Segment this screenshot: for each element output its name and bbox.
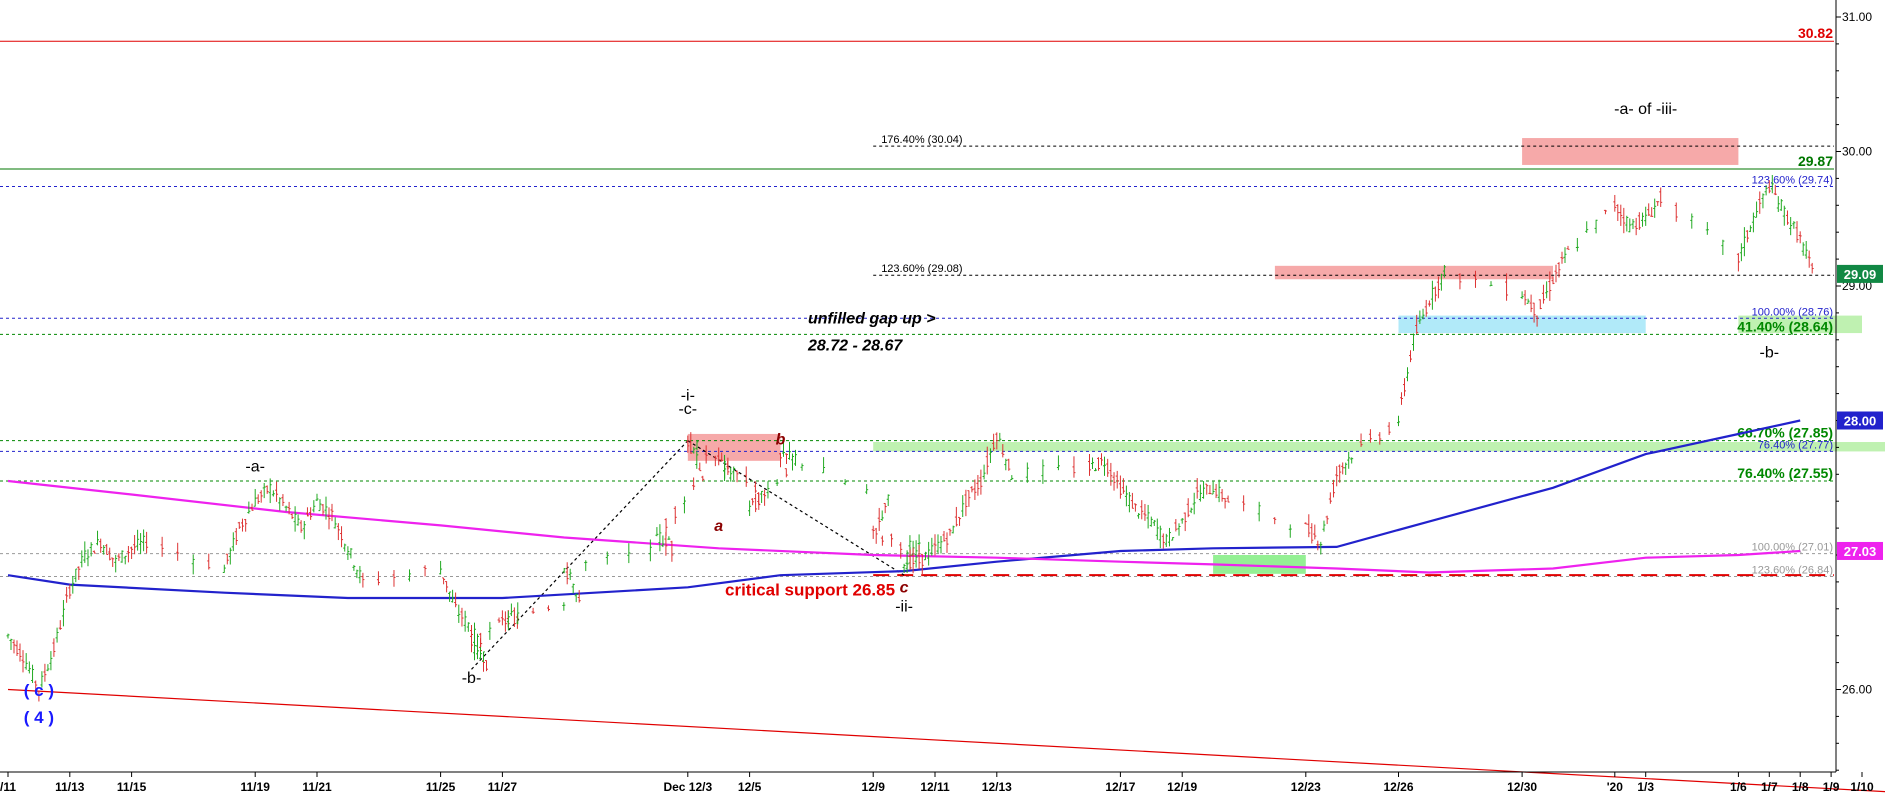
y-tick-label-0: 31.00 — [1842, 10, 1872, 24]
level-label-6: 41.40% (28.64) — [1737, 318, 1833, 334]
moving-average-line-1 — [7, 479, 1801, 574]
annotation-5: -c- — [678, 401, 697, 418]
trendline-0 — [7, 688, 1885, 793]
price-badge-label-2: 27.03 — [1844, 544, 1877, 559]
x-tick-label-6: 11/27 — [488, 780, 518, 794]
highlight-zones — [687, 138, 1885, 574]
annotation-0: -a- of -iii- — [1614, 101, 1677, 118]
price-badge-label-0: 29.09 — [1844, 267, 1877, 282]
level-label-0: 30.82 — [1798, 25, 1833, 41]
annotation-12: -b- — [462, 670, 482, 687]
x-tick-label-7: Dec 12/3 — [663, 780, 712, 794]
annotation-6: b — [776, 432, 786, 449]
horizontal-levels: 30.82 176.40% (30.04) 29.87 123.60% (29.74)… — [0, 25, 1834, 578]
level-label-7: 66.70% (27.85) — [1737, 425, 1833, 441]
level-label-3: 123.60% (29.74) — [1752, 174, 1833, 186]
x-tick-label-16: 12/30 — [1507, 780, 1537, 794]
price-badge-0 — [1837, 264, 1883, 283]
zone-2 — [1398, 315, 1646, 334]
x-tick-label-12: 12/17 — [1105, 780, 1135, 794]
annotation-9: c — [900, 580, 909, 597]
zone-0 — [1522, 138, 1739, 165]
annotations: -a- of -iii-unfilled gap up > 28.72 - 28.… — [24, 101, 1779, 727]
x-tick-label-10: 12/11 — [920, 780, 950, 794]
level-label-10: 100.00% (27.01) — [1752, 542, 1833, 554]
x-tick-label-3: 11/19 — [241, 780, 271, 794]
x-axis: /11 11/13 11/15 11/19 11/21 11/25 11/27 Dec 12/… — [0, 771, 1874, 794]
annotation-1: unfilled gap up > — [808, 311, 936, 328]
annotation-3: -b- — [1760, 344, 1780, 361]
x-tick-label-18: 1/3 — [1637, 780, 1654, 794]
trendline-2 — [687, 440, 905, 576]
x-tick-label-21: 1/8 — [1792, 780, 1809, 794]
y-tick-label-5: 26.00 — [1842, 683, 1872, 697]
x-tick-label-22: 1/9 — [1823, 780, 1840, 794]
level-label-1: 176.40% (30.04) — [881, 134, 962, 146]
price-bars — [6, 174, 1814, 702]
zone-6 — [1213, 555, 1306, 574]
x-tick-label-20: 1/7 — [1761, 780, 1778, 794]
trendlines — [7, 440, 1885, 793]
x-tick-label-5: 11/25 — [426, 780, 456, 794]
y-tick-label-1: 30.00 — [1842, 145, 1872, 159]
x-tick-label-15: 12/26 — [1383, 780, 1413, 794]
x-tick-label-9: 12/9 — [862, 780, 886, 794]
x-tick-label-23: 1/10 — [1850, 780, 1874, 794]
zone-5 — [873, 442, 1885, 452]
level-label-5: 100.00% (28.76) — [1752, 306, 1833, 318]
x-tick-label-13: 12/19 — [1167, 780, 1197, 794]
x-tick-label-0: /11 — [0, 780, 16, 794]
x-tick-label-8: 12/5 — [738, 780, 762, 794]
x-tick-label-1: 11/13 — [55, 780, 85, 794]
zone-3 — [1738, 315, 1862, 334]
annotation-2: 28.72 - 28.67 — [807, 338, 903, 355]
x-tick-label-14: 12/23 — [1291, 780, 1321, 794]
annotation-11: critical support 26.85 — [725, 580, 895, 599]
annotation-13: ( c ) — [24, 681, 54, 700]
price-badge-2 — [1837, 541, 1883, 560]
level-label-2: 29.87 — [1798, 153, 1833, 169]
moving-averages — [7, 419, 1801, 600]
annotation-4: -i- — [681, 387, 695, 404]
annotation-7: -a- — [245, 459, 265, 476]
x-tick-label-19: 1/6 — [1730, 780, 1747, 794]
annotation-14: ( 4 ) — [24, 708, 54, 727]
level-label-4: 123.60% (29.08) — [881, 263, 962, 275]
trendline-1 — [471, 440, 689, 670]
level-label-11: 123.60% (26.84) — [1752, 565, 1833, 577]
plot-background — [0, 0, 1836, 772]
x-tick-label-2: 11/15 — [117, 780, 147, 794]
annotation-10: -ii- — [895, 598, 913, 615]
price-badge-label-1: 28.00 — [1844, 414, 1877, 429]
level-label-8: 76.40% (27.77) — [1758, 439, 1833, 451]
x-tick-label-4: 11/21 — [302, 780, 332, 794]
price-badge-1 — [1837, 411, 1883, 430]
level-label-9: 76.40% (27.55) — [1737, 465, 1833, 481]
zone-1 — [1274, 265, 1553, 280]
moving-average-line-0 — [7, 419, 1801, 600]
price-badges: 29.09 28.00 27.03 — [1837, 264, 1883, 560]
x-tick-label-17: '20 — [1607, 780, 1624, 794]
zone-4 — [687, 433, 781, 461]
x-tick-label-11: 12/13 — [982, 780, 1012, 794]
annotation-8: a — [714, 518, 723, 535]
